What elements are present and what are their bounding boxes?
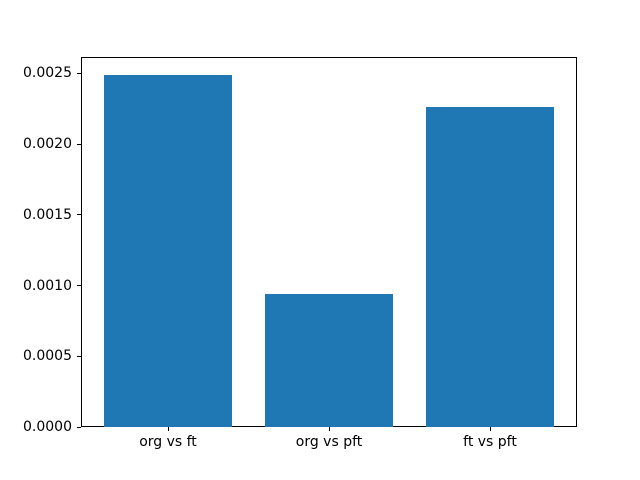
- y-tick-label: 0.0000: [23, 419, 72, 435]
- x-tick-mark: [167, 427, 169, 431]
- bar-ft-vs-pft: [425, 107, 555, 427]
- y-tick-mark: [77, 426, 81, 428]
- y-tick-mark: [77, 355, 81, 357]
- y-tick-label: 0.0005: [23, 348, 72, 365]
- y-tick-mark: [77, 72, 81, 74]
- y-tick-mark: [77, 143, 81, 145]
- y-tick-mark: [77, 285, 81, 286]
- bar-org-vs-pft: [264, 294, 394, 427]
- x-tick-label: org vs pft: [295, 434, 363, 450]
- x-tick-label: ft vs pft: [463, 434, 517, 450]
- x-tick-mark: [489, 427, 491, 431]
- y-tick-label: 0.0010: [23, 277, 72, 294]
- y-tick-label: 0.0015: [23, 206, 72, 223]
- bar-org-vs-ft: [103, 74, 233, 427]
- y-tick-label: 0.0025: [23, 65, 72, 82]
- x-tick-label: org vs ft: [139, 434, 197, 450]
- y-tick-label: 0.0020: [23, 136, 72, 152]
- x-tick-mark: [328, 427, 330, 431]
- y-tick-mark: [77, 214, 81, 216]
